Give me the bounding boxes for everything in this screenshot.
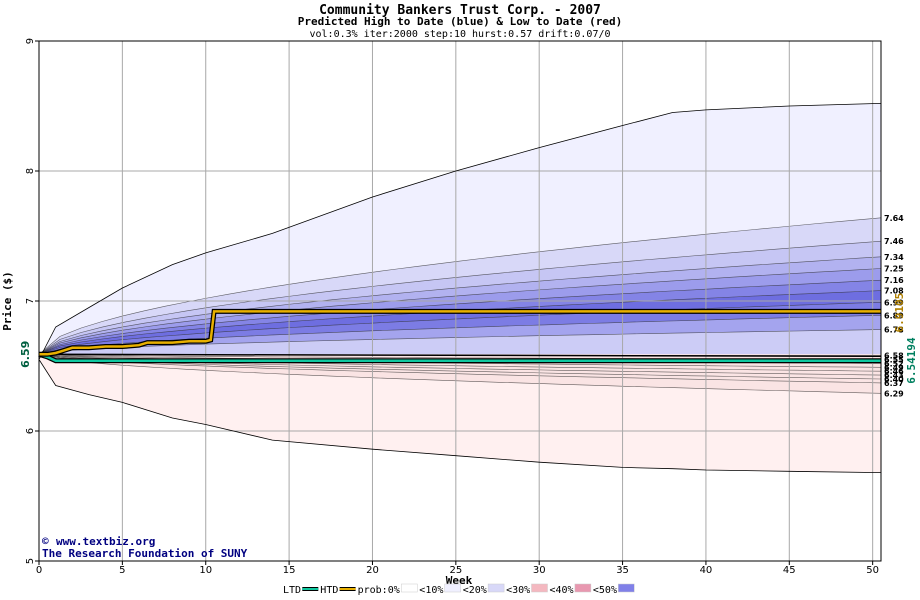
- chart-title: Community Bankers Trust Corp. - 2007: [319, 3, 601, 18]
- high-band-line: [38, 256, 882, 355]
- band-end-label: 6.89: [884, 311, 904, 320]
- legend-label: <50%: [593, 585, 617, 596]
- legend-label: <40%: [550, 585, 574, 596]
- legend: LTD HTD prob:0% <10% <20% <30% <40% <50%: [283, 583, 635, 596]
- band-end-label: 7.64: [884, 214, 904, 223]
- high-band: [39, 268, 881, 355]
- x-tick-label: 15: [283, 565, 296, 576]
- high-band-line: [38, 329, 882, 355]
- low-band-line: [38, 354, 882, 394]
- x-tick-label: 50: [866, 565, 879, 576]
- legend-color-swatch: [401, 583, 418, 593]
- high-band: [39, 280, 881, 355]
- legend-color-swatch: [487, 583, 505, 593]
- band-end-label: 6.58: [884, 352, 904, 361]
- band-end-label: 7.25: [884, 265, 904, 274]
- band-end-label: 6.37: [884, 379, 904, 388]
- legend-color-swatch: [531, 583, 548, 593]
- x-tick-label: 10: [199, 565, 212, 576]
- band-end-label: 6.29: [884, 389, 904, 398]
- low-envelope-line: [38, 359, 882, 473]
- credit-copyright-icon: ©: [42, 535, 49, 548]
- right-value-label: 6.9105: [893, 293, 906, 333]
- band-end-label: 6.99: [884, 298, 904, 307]
- legend-label: <20%: [463, 585, 487, 596]
- band-end-label: 6.78: [884, 326, 904, 335]
- legend-color-swatch: [618, 583, 635, 593]
- credit-org: The Research Foundation of SUNY: [42, 547, 248, 560]
- band-end-label: 6.55: [884, 356, 904, 365]
- x-tick-label: 25: [449, 565, 462, 576]
- high-band: [39, 256, 881, 355]
- chart-subtitle: Predicted High to Date (blue) & Low to D…: [298, 15, 623, 28]
- legend-label: LTD: [283, 585, 301, 596]
- legend-label: <30%: [506, 585, 530, 596]
- start-price-line: [38, 353, 882, 358]
- right-value-label: 6.54194: [905, 337, 918, 384]
- high-band: [39, 329, 881, 355]
- start-price-label: 6.59: [19, 341, 32, 368]
- x-tick-label: 35: [616, 565, 629, 576]
- legend-label: HTD: [320, 585, 338, 596]
- x-tick-label: 40: [700, 565, 713, 576]
- band-end-label: 6.40: [884, 375, 904, 384]
- x-tick-label: 0: [36, 565, 42, 576]
- legend-label: <10%: [419, 585, 443, 596]
- y-tick-label: 7: [25, 298, 36, 304]
- high-band-line: [38, 279, 882, 355]
- legend-color-swatch: [574, 583, 592, 593]
- band-end-label: 6.46: [884, 367, 904, 376]
- plot-area: 0 5 10 15 20 25 30 35 40 45 50567896.597.647.467.3…: [19, 38, 918, 576]
- y-tick-label: 8: [25, 168, 36, 174]
- htd-line: [39, 310, 881, 356]
- high-band-line: [38, 302, 882, 355]
- low-band-line: [38, 354, 882, 384]
- low-band-line: [38, 354, 882, 380]
- band-end-label: 7.16: [884, 276, 904, 285]
- high-band: [39, 290, 881, 355]
- y-tick-label: 9: [25, 38, 36, 44]
- x-tick-label: 20: [366, 565, 379, 576]
- legend-color-swatch: [444, 583, 461, 593]
- band-end-label: 7.08: [884, 287, 904, 296]
- credit-website[interactable]: www.textbiz.org: [56, 535, 155, 548]
- band-end-label: 7.34: [884, 253, 904, 262]
- band-end-label: 6.49: [884, 363, 904, 372]
- high-band-line: [38, 268, 882, 355]
- y-tick-label: 6: [25, 428, 36, 434]
- chart-params: vol:0.3% iter:2000 step:10 hurst:0.57 dr…: [309, 29, 610, 40]
- high-band: [39, 217, 881, 355]
- high-band: [39, 241, 881, 355]
- x-tick-label: 45: [783, 565, 796, 576]
- band-end-label: 7.46: [884, 237, 904, 246]
- high-band: [39, 315, 881, 355]
- high-band-line: [38, 217, 882, 355]
- legend-label: prob:0%: [358, 585, 400, 596]
- band-end-label: 6.43: [884, 371, 904, 380]
- y-axis-label: Price ($): [1, 271, 14, 331]
- high-band: [39, 302, 881, 355]
- x-tick-label: 5: [119, 565, 125, 576]
- credits: © www.textbiz.org The Research Foundatio…: [42, 535, 248, 560]
- high-band-line: [38, 240, 882, 355]
- band-end-label: 6.52: [884, 359, 904, 368]
- high-envelope-line: [38, 103, 882, 360]
- x-tick-label: 30: [533, 565, 546, 576]
- y-tick-label: 5: [25, 558, 36, 564]
